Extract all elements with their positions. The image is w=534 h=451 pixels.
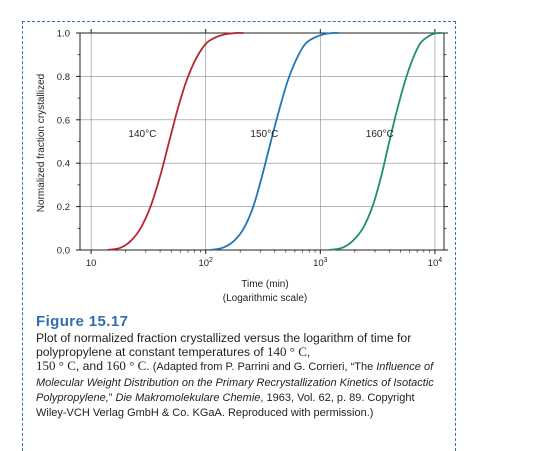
caption-main: Plot of normalized fraction crystallized…	[36, 331, 412, 360]
caption-source: (Adapted from P. Parrini and G. Corrieri…	[36, 361, 434, 419]
y-tick-label: 0.8	[57, 72, 70, 83]
series-group	[107, 32, 442, 251]
caption-sep-1: ,	[306, 345, 311, 360]
x-tick-label: 103	[313, 257, 328, 269]
y-tick-label: 0.6	[57, 115, 70, 126]
figure-title: Figure 15.17	[36, 313, 129, 330]
curve-label: 150°C	[250, 129, 278, 140]
grid	[80, 33, 444, 250]
x-tick-label: 104	[428, 257, 443, 269]
figure-caption: Plot of normalized fraction crystallized…	[36, 331, 448, 420]
series-line-140C	[107, 32, 244, 251]
y-tick-label: 1.0	[57, 29, 70, 40]
figure-frame	[22, 21, 456, 451]
caption-temp-2: 150 ° C	[36, 358, 76, 374]
series-line-150C	[210, 32, 339, 251]
caption-journal: Die Makromolekulare Chemie	[115, 391, 261, 404]
y-tick-label: 0.2	[57, 202, 70, 213]
crystallization-chart: 0.0 0.2 0.4 0.6 0.8 1.0 10 102 103 104 140°C 150°C…	[36, 29, 448, 304]
caption-journal-pre: ”	[108, 391, 116, 404]
x-axis-label: Time (min)	[241, 279, 288, 290]
curve-label: 160°C	[366, 129, 394, 140]
caption-temp-1: 140 ° C	[267, 344, 307, 360]
caption-adapted: (Adapted from P. Parrini and G. Corrieri…	[149, 361, 377, 374]
axis-ticks: 0.0 0.2 0.4 0.6 0.8 1.0 10 102 103 104	[57, 29, 448, 269]
x-tick-label: 102	[198, 257, 213, 269]
x-axis-sublabel: (Logarithmic scale)	[223, 293, 307, 304]
caption-article-title: Influence of Molecular Weight Distributi…	[36, 361, 434, 404]
series-line-160C	[329, 32, 442, 251]
y-tick-label: 0.0	[57, 246, 70, 257]
curve-label: 140°C	[128, 129, 156, 140]
caption-sep-3: .	[146, 359, 150, 374]
y-tick-label: 0.4	[57, 159, 70, 170]
x-tick-label: 10	[86, 258, 97, 269]
caption-rest: , 1963, Vol. 62, p. 89. Copyright Wiley-…	[36, 391, 415, 420]
curve-labels: 140°C 150°C 160°C	[128, 129, 393, 140]
caption-temp-3: 160 ° C	[106, 358, 147, 374]
y-axis-label: Normalized fraction crystallized	[36, 74, 47, 212]
caption-sep-2: , and	[75, 359, 107, 374]
